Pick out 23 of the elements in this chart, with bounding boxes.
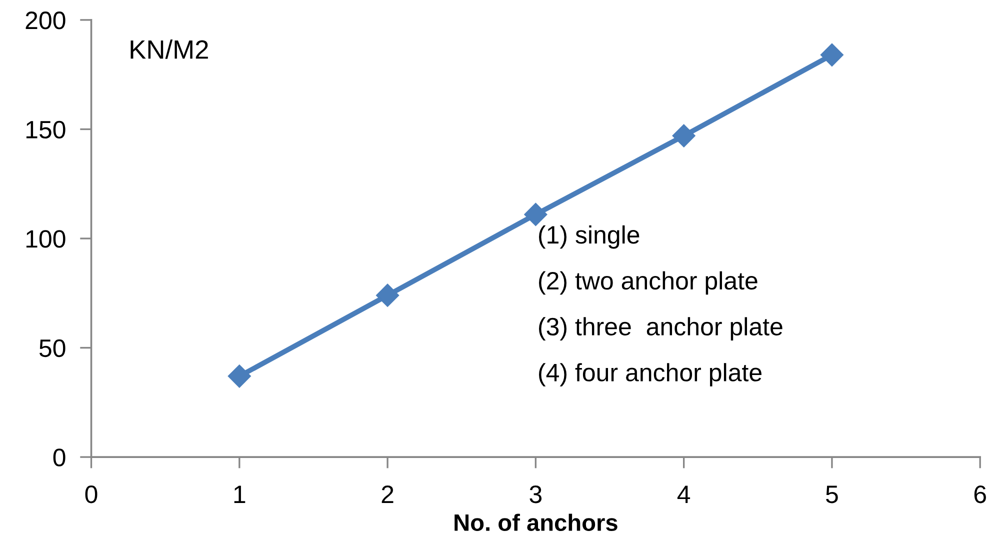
y-axis-title: KN/M2	[130, 40, 208, 59]
x-tick-label: 4	[677, 486, 690, 503]
y-tick-label: 100	[26, 230, 66, 248]
point	[376, 284, 400, 307]
x-tick-label: 6	[974, 485, 986, 504]
x-tick-label: 1	[234, 486, 246, 503]
point	[820, 43, 844, 66]
y-tick-label: 0	[53, 448, 66, 466]
x-tick-label: 2	[382, 485, 394, 503]
y-tick-label: 50	[39, 339, 66, 358]
x-tick-label: 3	[530, 485, 542, 504]
x-axis-title: No. of anchors	[454, 514, 618, 532]
point	[672, 124, 696, 148]
annotation: (4) four anchor plate	[539, 363, 762, 386]
y-tick-label: 150	[26, 120, 66, 139]
annotation: (3) three anchor plate	[539, 317, 782, 340]
annotation: (2) two anchor plate	[539, 271, 758, 295]
annotation: (1) single	[539, 225, 640, 249]
y-tick-label: 200	[26, 12, 66, 30]
x-tick-label: 0	[85, 485, 98, 504]
x-tick-label: 5	[826, 486, 838, 504]
point	[524, 202, 548, 226]
point	[228, 364, 251, 388]
